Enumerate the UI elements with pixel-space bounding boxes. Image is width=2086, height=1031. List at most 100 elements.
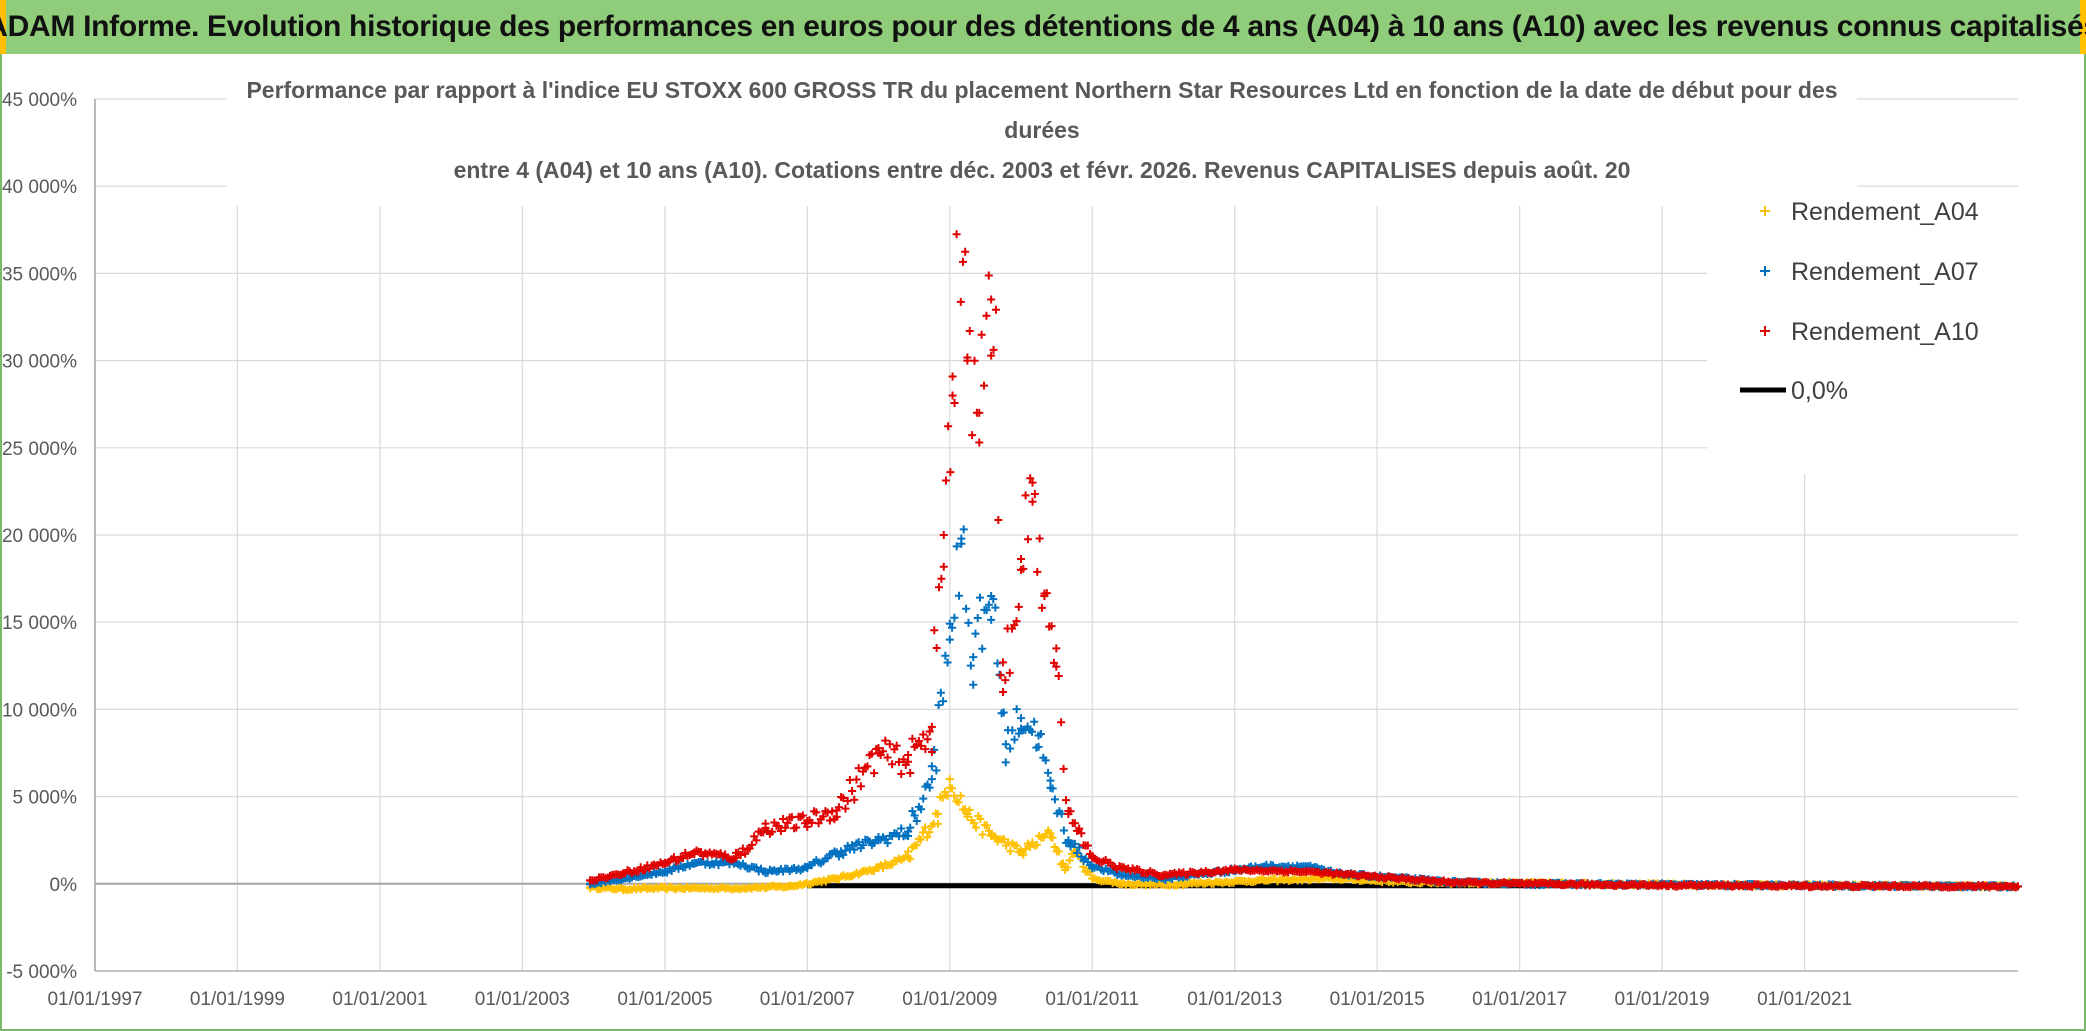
data-marker bbox=[759, 828, 768, 837]
x-tick-label: 01/01/2019 bbox=[1615, 989, 1710, 1010]
data-marker bbox=[927, 775, 936, 784]
data-marker bbox=[1077, 829, 1086, 838]
data-marker bbox=[852, 775, 861, 784]
chart-title-line: entre 4 (A04) et 10 ans (A10). Cotations… bbox=[454, 157, 1631, 183]
data-marker bbox=[1036, 729, 1045, 738]
data-marker bbox=[839, 794, 848, 803]
data-marker bbox=[941, 651, 950, 660]
data-marker bbox=[1048, 784, 1057, 793]
data-marker bbox=[984, 600, 993, 609]
data-marker bbox=[931, 809, 940, 818]
data-marker bbox=[1041, 756, 1050, 765]
data-marker bbox=[1070, 819, 1079, 828]
data-marker bbox=[908, 807, 917, 816]
data-marker bbox=[747, 840, 756, 849]
y-tick-label: 20 000% bbox=[2, 526, 77, 547]
data-marker bbox=[939, 697, 948, 706]
data-marker bbox=[985, 826, 994, 835]
chart-title: Performance par rapport à l'indice EU ST… bbox=[227, 60, 1857, 206]
series-Rendement_A10 bbox=[586, 190, 2022, 892]
x-tick-label: 01/01/2015 bbox=[1330, 989, 1425, 1010]
data-marker bbox=[781, 823, 790, 832]
data-marker bbox=[1006, 744, 1015, 753]
chart-frame: 01/01/1997 01/01/1999 01/01/2001 01/01/2003… bbox=[0, 54, 2086, 1031]
data-marker bbox=[848, 787, 857, 796]
data-marker bbox=[933, 819, 942, 828]
data-marker bbox=[892, 741, 901, 750]
data-marker bbox=[923, 735, 932, 744]
data-marker bbox=[1001, 676, 1010, 685]
data-marker bbox=[812, 808, 821, 817]
data-marker bbox=[999, 708, 1008, 717]
data-marker bbox=[912, 817, 921, 826]
data-marker bbox=[1006, 847, 1015, 856]
data-marker bbox=[779, 815, 788, 824]
y-tick-label: 0% bbox=[50, 875, 78, 896]
data-marker bbox=[976, 814, 985, 823]
data-marker bbox=[946, 468, 955, 477]
data-marker bbox=[897, 770, 906, 779]
data-marker bbox=[870, 769, 879, 778]
report-banner: ADAM Informe. Evolution historique des p… bbox=[0, 0, 2086, 54]
data-marker bbox=[943, 791, 952, 800]
data-marker bbox=[945, 775, 954, 784]
data-marker bbox=[1044, 826, 1053, 835]
data-marker bbox=[921, 823, 930, 832]
x-tick-label: 01/01/2011 bbox=[1045, 989, 1139, 1010]
data-marker bbox=[883, 839, 892, 848]
data-marker bbox=[823, 808, 832, 817]
series-Rendement_A07 bbox=[586, 525, 2022, 892]
data-marker bbox=[937, 574, 946, 583]
data-marker bbox=[1023, 535, 1032, 544]
data-marker bbox=[894, 758, 903, 767]
data-marker bbox=[1073, 848, 1082, 857]
y-tick-label: 35 000% bbox=[2, 264, 77, 285]
data-marker bbox=[1052, 644, 1061, 653]
data-marker bbox=[1027, 727, 1036, 736]
data-marker bbox=[959, 525, 968, 534]
data-marker bbox=[982, 606, 991, 615]
data-marker bbox=[982, 821, 991, 830]
data-marker bbox=[736, 850, 745, 859]
data-marker bbox=[970, 356, 979, 365]
data-marker bbox=[999, 658, 1008, 667]
data-marker bbox=[987, 351, 996, 360]
data-marker bbox=[987, 295, 996, 304]
y-tick-label: 45 000% bbox=[2, 90, 77, 111]
data-marker bbox=[945, 619, 954, 628]
data-marker bbox=[867, 749, 876, 758]
x-tick-label: 01/01/2005 bbox=[617, 989, 712, 1010]
x-tick-label: 01/01/2007 bbox=[760, 989, 855, 1010]
legend-label: Rendement_A04 bbox=[1791, 198, 1979, 226]
data-marker bbox=[980, 381, 989, 390]
data-marker bbox=[978, 830, 987, 839]
data-marker bbox=[1026, 474, 1035, 483]
y-tick-label: 10 000% bbox=[2, 700, 77, 721]
data-marker bbox=[973, 614, 982, 623]
data-marker bbox=[963, 353, 972, 362]
data-marker bbox=[1075, 843, 1084, 852]
data-marker bbox=[1005, 668, 1014, 677]
data-marker bbox=[923, 833, 932, 842]
x-tick-label: 01/01/2003 bbox=[475, 989, 570, 1010]
data-marker bbox=[1077, 852, 1086, 861]
data-marker bbox=[1004, 838, 1013, 847]
data-marker bbox=[958, 257, 967, 266]
data-marker bbox=[878, 864, 887, 873]
data-marker bbox=[729, 854, 738, 863]
y-tick-label: 5 000% bbox=[13, 788, 78, 809]
x-tick-label: 01/01/2001 bbox=[332, 989, 427, 1010]
data-marker bbox=[1030, 717, 1039, 726]
data-marker bbox=[1065, 856, 1074, 865]
data-marker bbox=[1014, 729, 1023, 738]
data-marker bbox=[841, 804, 850, 813]
data-marker bbox=[1026, 842, 1035, 851]
data-marker bbox=[1050, 842, 1059, 851]
data-marker bbox=[741, 849, 750, 858]
data-marker bbox=[948, 391, 957, 400]
data-marker bbox=[776, 827, 785, 836]
data-marker bbox=[1057, 718, 1066, 727]
legend-marker bbox=[1760, 266, 1770, 276]
data-marker bbox=[917, 805, 926, 814]
data-marker bbox=[1063, 863, 1072, 872]
